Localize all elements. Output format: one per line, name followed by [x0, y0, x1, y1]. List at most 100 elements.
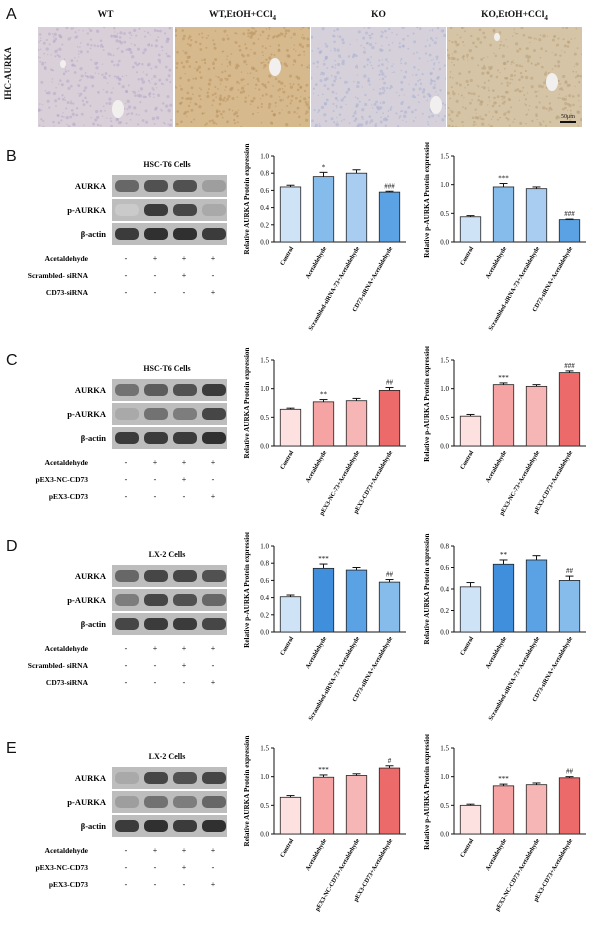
bar: [279, 186, 302, 243]
condition-sign: +: [182, 254, 187, 263]
category-label: Control: [459, 245, 475, 267]
condition-label: CD73-siRNA: [46, 678, 89, 687]
category-label: pEX3-CD73+Acetaldehyde: [532, 449, 574, 515]
western-blot-e: LX-2 Cells AURKA p-AURKA β-actin Acetaldehyd…: [36, 752, 227, 889]
condition-sign: -: [154, 880, 157, 889]
condition-sign: -: [154, 863, 157, 872]
condition-sign: -: [154, 492, 157, 501]
condition-sign: -: [125, 846, 128, 855]
y-tick-label: 0.4: [260, 594, 269, 602]
y-tick-label: 0.6: [260, 187, 269, 195]
blot-band: [173, 796, 197, 808]
condition-sign: -: [212, 661, 215, 670]
significance-label: ###: [564, 362, 575, 370]
bar-chart-b1: Relative AURKA Protein expression 0.0 0.2 0…: [243, 144, 406, 332]
condition-sign: -: [125, 288, 128, 297]
blot-strip: [112, 175, 227, 197]
blot-band: [202, 618, 226, 630]
significance-label: ##: [566, 768, 574, 776]
y-tick-label: 0.2: [260, 221, 269, 229]
blot-band: [173, 384, 197, 396]
blot-title: LX-2 Cells: [149, 550, 186, 559]
bar: [459, 804, 482, 835]
blot-band: [115, 408, 139, 420]
blot-band: [202, 772, 226, 784]
y-tick-label: 0.0: [440, 831, 449, 839]
significance-label: ##: [386, 379, 394, 387]
blot-band: [115, 618, 139, 630]
condition-sign: +: [182, 458, 187, 467]
significance-label: ***: [318, 766, 329, 774]
blot-band: [144, 594, 168, 606]
western-blot-b: HSC-T6 Cells AURKA p-AURKA β-actin Acetaldeh…: [28, 160, 227, 297]
condition-label: Scrambled- siRNA: [28, 661, 89, 670]
category-label: Control: [279, 245, 295, 267]
condition-sign: +: [182, 475, 187, 484]
blot-band: [144, 408, 168, 420]
blot-band: [115, 432, 139, 444]
category-label: CD73-siRNA+Acetaldehyde: [531, 635, 574, 703]
bar: [312, 176, 335, 243]
ihc-image-wt: [38, 27, 173, 127]
blot-band-label: p-AURKA: [67, 205, 107, 215]
bar: [312, 776, 335, 835]
y-tick-label: 0.4: [260, 204, 269, 212]
category-label: CD73-siRNA+Acetaldehyde: [351, 245, 394, 313]
category-label: Acetaldehyde: [484, 837, 508, 872]
significance-label: **: [320, 391, 328, 399]
bar: [558, 372, 581, 447]
bar: [312, 401, 335, 447]
y-tick-label: 1.0: [260, 385, 269, 393]
blot-band-label: AURKA: [75, 773, 107, 783]
bar: [459, 586, 482, 633]
category-label: Acetaldehyde: [304, 635, 328, 670]
blot-band: [173, 820, 197, 832]
condition-sign: -: [125, 492, 128, 501]
panel-label-e: E: [6, 740, 17, 757]
blot-band: [173, 228, 197, 240]
bar: [378, 191, 401, 243]
blot-band-label: p-AURKA: [67, 409, 107, 419]
western-blot-c: HSC-T6 Cells AURKA p-AURKA β-actin Acetaldeh…: [36, 364, 227, 501]
blot-band: [202, 820, 226, 832]
blot-band: [202, 594, 226, 606]
category-label: pEX3-CD73+Acetaldehyde: [352, 449, 394, 515]
y-tick-label: 1.0: [440, 181, 449, 189]
condition-sign: +: [153, 644, 158, 653]
bar-chart-d1: Relative p-AURKA Protein expression 0.0 0.…: [243, 532, 406, 722]
y-tick-label: 0.5: [440, 802, 449, 810]
blot-band: [202, 204, 226, 216]
significance-label: ###: [384, 182, 395, 190]
condition-sign: +: [182, 846, 187, 855]
blot-title: HSC-T6 Cells: [143, 364, 190, 373]
blot-band-label: AURKA: [75, 571, 107, 581]
category-label: Control: [459, 837, 475, 859]
condition-sign: -: [183, 492, 186, 501]
blot-strip: [112, 199, 227, 221]
category-label: Acetaldehyde: [484, 449, 508, 484]
blot-band: [115, 204, 139, 216]
chart-ylabel: Relative p-AURKA Protein expression: [243, 532, 251, 648]
y-tick-label: 1.0: [260, 153, 269, 161]
blot-band: [202, 432, 226, 444]
condition-sign: +: [182, 661, 187, 670]
blot-band: [173, 204, 197, 216]
bar: [345, 400, 368, 447]
condition-sign: +: [211, 288, 216, 297]
condition-label: Acetaldehyde: [45, 846, 89, 855]
condition-label: Scrambled- siRNA: [28, 271, 89, 280]
bar: [279, 796, 302, 835]
category-label: pEX3-CD73+Acetaldehyde: [532, 837, 574, 903]
ihc-image-ko-etoh: 50μm: [447, 27, 582, 127]
y-tick-label: 0.0: [260, 831, 269, 839]
category-label: Control: [459, 635, 475, 657]
bar: [459, 216, 482, 243]
blot-band: [115, 796, 139, 808]
blot-band: [173, 570, 197, 582]
y-tick-label: 0.6: [440, 564, 449, 572]
blot-band: [173, 772, 197, 784]
condition-sign: -: [125, 880, 128, 889]
blot-band: [202, 408, 226, 420]
bar: [279, 596, 302, 633]
ihc-title-wt: WT: [97, 10, 114, 20]
